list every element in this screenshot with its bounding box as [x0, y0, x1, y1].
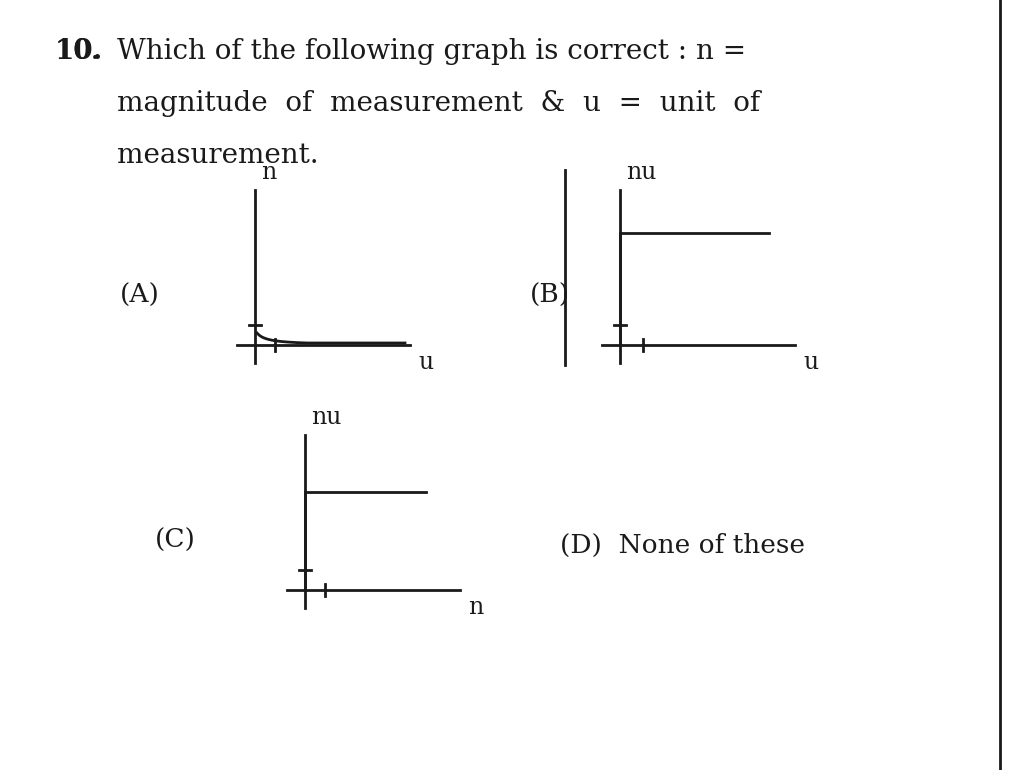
Text: 10.: 10.: [55, 38, 103, 65]
Text: nu: nu: [626, 161, 656, 184]
Text: magnitude  of  measurement  &  u  =  unit  of: magnitude of measurement & u = unit of: [55, 90, 760, 117]
Text: u: u: [418, 351, 433, 374]
Text: 10.  Which of the following graph is correct : n =: 10. Which of the following graph is corr…: [55, 38, 746, 65]
Text: n: n: [468, 596, 483, 619]
Text: u: u: [803, 351, 818, 374]
Text: (C): (C): [155, 527, 196, 553]
Text: (B): (B): [530, 283, 570, 307]
Text: (D)  None of these: (D) None of these: [560, 533, 805, 557]
Text: (A): (A): [120, 283, 160, 307]
Text: n: n: [261, 161, 276, 184]
Text: nu: nu: [311, 406, 341, 429]
Text: measurement.: measurement.: [55, 142, 318, 169]
